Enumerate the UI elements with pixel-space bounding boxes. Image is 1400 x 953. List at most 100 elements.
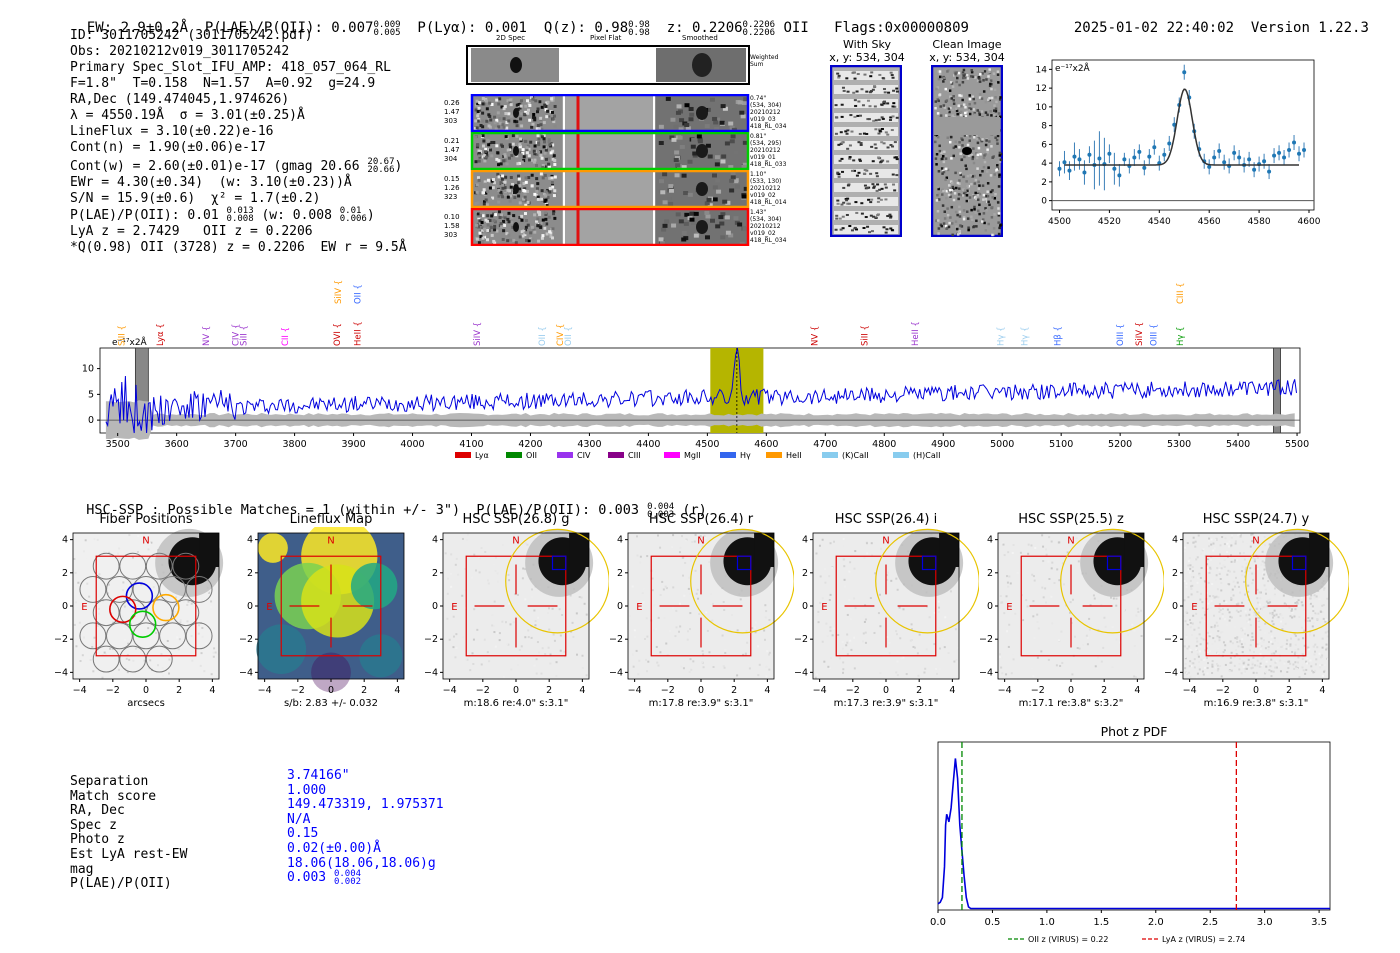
legend-label: OII: [526, 451, 537, 460]
spectrum-xtick-label: 4500: [695, 439, 719, 450]
with-sky-coords: x, y: 534, 304: [829, 51, 905, 64]
match-value: 3.74166": [287, 768, 350, 783]
fiber-info-line: 418_RL_014: [750, 199, 787, 206]
hsc-panel-image: N E 4 2 0 −2 −4 −4 −2 0 2 4 m:17.3 re:3.9" s:3.1": [794, 528, 979, 707]
hsc-panel: HSC SSP(24.7) y N E 4 2 0 −2 −4 −4 −2 0 2 4 m:16.9 re…: [1163, 512, 1349, 707]
header-timestamp: 2025-01-02 22:40:02: [1073, 20, 1235, 36]
hsc-panel-title: Fiber Positions: [99, 512, 193, 527]
hsc-xtick-label: −4: [73, 685, 87, 696]
fit-data-point: [1172, 122, 1177, 127]
compass-north: N: [697, 536, 704, 547]
match-value: 0.02(±0.00)Å: [287, 840, 381, 856]
full-spectrum-chart: 3500 3600 3700 3800 3900 4000 4100 4200 4300 4400…: [82, 280, 1309, 460]
hsc-panel-title: HSC SSP(26.8) g: [462, 512, 570, 527]
hsc-ytick-label: 2: [1172, 568, 1178, 579]
fit-data-point: [1132, 155, 1137, 160]
spectrum-xtick-label: 3800: [283, 439, 307, 450]
spec2d-col-label: 2D Spec: [496, 34, 526, 42]
spec2d-row-fiber-info: 0.74" (534, 304) 20210212 v019_03 418_RL_034: [750, 95, 786, 130]
fiber-circle: [119, 552, 147, 580]
hsc-ytick-label: −4: [54, 667, 68, 678]
fit-ytick-label: 6: [1041, 140, 1047, 150]
fit-data-point: [1287, 148, 1292, 152]
hsc-ytick-label: 4: [1172, 535, 1178, 546]
fit-data-point: [1167, 141, 1172, 146]
fiber-info-line: v019_02: [750, 230, 776, 237]
header-q-sup: 0.98: [628, 20, 650, 30]
spectrum-legend-item: Hγ: [720, 451, 751, 460]
aperture-ellipse: [875, 528, 979, 634]
fit-data-point: [1207, 164, 1212, 169]
compass-east: E: [266, 602, 272, 613]
match-label: Est LyA rest-EW: [70, 846, 188, 862]
spec2d-stat: 1.47: [444, 108, 460, 116]
info-cont-w: Cont(w) = 2.60(±0.01)e-17 (gmag 20.66 20…: [70, 157, 403, 175]
photz-legend-label: OII z (VIRUS) = 0.22: [1028, 935, 1108, 944]
photz-legend-label: LyA z (VIRUS) = 2.74: [1162, 935, 1245, 944]
spec2d-row-stats: 0.21 1.47 304: [444, 137, 460, 164]
fit-data-point: [1262, 159, 1267, 164]
hsc-panel-title: HSC SSP(24.7) y: [1202, 512, 1310, 527]
spectrum-legend-item: (K)CaII: [822, 451, 869, 460]
fit-data-point: [1277, 150, 1282, 155]
info-line: Cont(n) = 1.90(±0.06)e-17: [70, 140, 266, 155]
compass-north: N: [512, 536, 519, 547]
spec2d-stat: 0.15: [444, 175, 460, 183]
hsc-xtick-label: 2: [1101, 685, 1107, 696]
flux-map-blob: [311, 652, 351, 693]
hsc-ytick-label: 2: [987, 568, 993, 579]
hsc-xtick-label: 4: [1134, 685, 1140, 696]
clean-image-panel: Clean Image x, y: 534, 304: [922, 38, 1012, 241]
info-line: Primary Spec_Slot_IFU_AMP: 418_057_064_R…: [70, 60, 391, 75]
compass-north: N: [1067, 536, 1074, 547]
photz-xtick-label: 1.5: [1093, 917, 1109, 928]
legend-swatch: [455, 452, 471, 458]
fit-data-point: [1162, 152, 1167, 157]
catalog-source-box: [1106, 555, 1122, 571]
fit-data-point: [1087, 152, 1092, 157]
fit-data-point: [1212, 155, 1217, 160]
spec2d-stat: 304: [444, 155, 458, 163]
fit-ytick-label: 0: [1041, 197, 1047, 207]
hsc-ytick-label: −4: [1164, 667, 1178, 678]
hsc-ytick-label: 0: [987, 601, 993, 612]
fiber-circle: [159, 575, 186, 603]
spectrum-xtick-label: 4100: [459, 439, 483, 450]
hsc-panel-image: N E 4 2 0 −2 −4 −4 −2 0 2 4 s/b: 2.83 +/- 0.032: [239, 527, 405, 707]
hsc-panel-title: HSC SSP(26.4) i: [834, 512, 938, 527]
info-sn: S/N = 15.9(±0.6) χ² = 1.7(±0.2): [70, 191, 321, 206]
fit-data-point: [1247, 157, 1252, 162]
hsc-ytick-label: −4: [609, 667, 623, 678]
legend-label: (H)CaII: [913, 451, 940, 460]
hsc-ytick-label: 0: [62, 601, 68, 612]
hsc-summary-sup: 0.004: [647, 502, 675, 512]
header-q-sub: 0.98: [628, 28, 650, 38]
hsc-ytick-label: −2: [794, 634, 808, 645]
hsc-ytick-label: 0: [802, 601, 808, 612]
spectrum-xtick-label: 4700: [813, 439, 837, 450]
hsc-ytick-label: −2: [239, 634, 253, 645]
spectrum-ytick-label: 0: [88, 415, 94, 426]
match-label: P(LAE)/P(OII): [70, 876, 172, 892]
match-plae-value: 0.003: [287, 870, 327, 886]
highlighted-fiber: [109, 595, 137, 624]
hsc-panel-title: HSC SSP(26.4) r: [648, 512, 754, 527]
compass-north: N: [142, 536, 149, 547]
hsc-xtick-label: −2: [1031, 685, 1045, 696]
hsc-xtick-label: 0: [1253, 685, 1259, 696]
info-plae: P(LAE)/P(OII): 0.01 0.013 0.008 (w: 0.008…: [70, 206, 375, 224]
hsc-ytick-label: −4: [424, 667, 438, 678]
spec2d-col-label: Smoothed: [682, 34, 718, 42]
highlighted-fiber: [152, 593, 180, 622]
fit-data-point: [1217, 148, 1222, 153]
plae2-w-sup: 0.01: [339, 206, 362, 216]
info-line: Obs: 20210212v019_3011705242: [70, 44, 290, 59]
fit-data-point: [1062, 160, 1067, 165]
fiber-info-line: (534, 304): [750, 102, 782, 109]
with-sky-image: [829, 64, 903, 238]
hsc-ytick-label: 0: [247, 601, 253, 612]
emission-line-label: CIII {: [1176, 282, 1186, 304]
spec2d-row-fiber-info: 1.43" (534, 304) 20210212 v019_02 418_RL_034: [750, 209, 786, 244]
fiber-circle: [92, 599, 120, 627]
